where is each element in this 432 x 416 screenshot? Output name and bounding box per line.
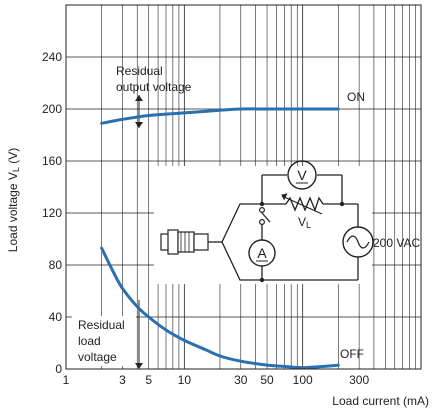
junction-dot (259, 201, 265, 207)
source-label: 200 VAC (373, 236, 420, 250)
x-tick-label: 3 (119, 373, 126, 387)
residual-output-arrowhead-up (135, 95, 143, 101)
load-resistor-icon (285, 196, 324, 212)
variable-arrow-shaft (281, 195, 323, 215)
x-tick-label: 100 (293, 373, 313, 387)
switch-contact-icon (259, 207, 266, 214)
residual-output-annotation: Residual output voltage (116, 64, 192, 128)
series-on-line (100, 107, 340, 125)
ammeter-label: A (257, 245, 267, 261)
x-tick-label: 300 (349, 373, 369, 387)
switch-blade (261, 212, 271, 223)
residual-load-annotation: Residual load voltage (72, 300, 143, 369)
series-off-label: OFF (340, 347, 364, 361)
load-voltage-label: VL (298, 215, 311, 230)
residual-load-line1: Residual (78, 318, 125, 332)
circuit-wire-top-left (221, 203, 262, 243)
residual-load-bg (72, 316, 136, 366)
x-tick-label: 50 (260, 373, 274, 387)
y-tick-label: 40 (49, 310, 63, 324)
residual-load-line3: voltage (78, 350, 117, 364)
residual-load-arrowhead (135, 363, 143, 369)
y-tick-label: 120 (42, 206, 62, 220)
x-tick-label: 5 (145, 373, 152, 387)
y-tick-label: 200 (42, 102, 62, 116)
y-tick-label: 80 (49, 258, 63, 272)
voltmeter-icon (287, 160, 317, 190)
test-circuit-diagram: V VL A 200 VAC (154, 160, 420, 284)
junction-dot (339, 201, 345, 207)
residual-output-line1: Residual (116, 64, 163, 78)
plot-frame (65, 4, 422, 370)
circuit-background (154, 166, 372, 284)
switch-contact-2-icon (259, 219, 266, 226)
circuit-wire-bottom-left (221, 241, 262, 281)
x-tick-label: 1 (63, 373, 70, 387)
x-tick-label: 10 (178, 373, 192, 387)
y-axis-title: Load voltage VL (V) (6, 148, 21, 252)
y-tick-label: 0 (55, 362, 62, 376)
series-on-label: ON (347, 90, 365, 104)
x-tick-label: 30 (234, 373, 248, 387)
variable-arrow-head-icon (281, 193, 288, 201)
residual-output-line2: output voltage (116, 80, 192, 94)
residual-load-line2: load (78, 334, 101, 348)
tick-labels: 0 40 80 120 160 200 240 1 3 5 10 30 50 100 300 (42, 50, 369, 387)
y-tick-label: 240 (42, 50, 62, 64)
residual-output-arrowhead-down (135, 122, 143, 128)
x-axis-title: Load current (mA) (332, 394, 429, 408)
ammeter-icon (248, 239, 276, 267)
series-off-line (100, 246, 340, 370)
sensor-icon (160, 229, 222, 255)
junction-dot (259, 277, 265, 283)
y-tick-label: 160 (42, 154, 62, 168)
voltmeter-label: V (297, 167, 307, 183)
ac-wave-icon (346, 235, 370, 249)
ac-source-icon (342, 226, 374, 258)
